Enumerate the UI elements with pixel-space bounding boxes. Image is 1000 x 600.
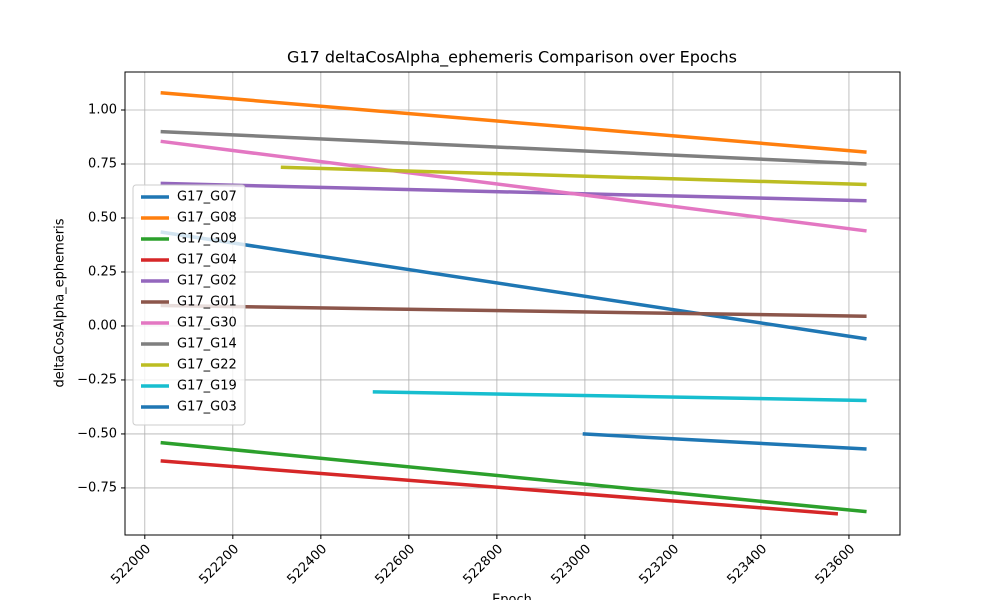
y-tick-label: 0.00 [88, 318, 117, 333]
series-line [160, 230, 867, 341]
legend-label: G17_G03 [177, 400, 237, 415]
series-line [160, 440, 867, 514]
series-line [160, 129, 867, 166]
y-tick-label: 0.50 [88, 210, 117, 225]
y-tick-label: −0.25 [77, 372, 117, 387]
series-line [160, 459, 839, 516]
series-line [160, 139, 867, 233]
y-tick-label: 0.25 [88, 264, 117, 279]
legend-label: G17_G08 [177, 211, 237, 226]
y-tick-label: 0.75 [88, 156, 117, 171]
series-line [160, 90, 867, 154]
series-line [160, 303, 867, 318]
series-line [582, 432, 867, 451]
plot-frame [124, 71, 901, 536]
legend-label: G17_G02 [177, 274, 237, 289]
legend-label: G17_G07 [177, 190, 237, 205]
y-axis-label: deltaCosAlpha_ephemeris [53, 218, 68, 387]
legend-label: G17_G19 [177, 379, 237, 394]
series-line [160, 181, 867, 203]
legend-label: G17_G09 [177, 232, 237, 247]
series-line [280, 165, 867, 187]
legend-label: G17_G22 [177, 358, 237, 373]
lines [160, 90, 867, 516]
legend: G17_G07 G17_G08 G17_G09 G17_G04 G17_G02 G17_G… [132, 184, 246, 426]
legend-label: G17_G01 [177, 295, 237, 310]
y-tick-label: 1.00 [88, 103, 117, 118]
y-tick-label: −0.50 [77, 426, 117, 441]
series-line [372, 390, 867, 403]
y-tick-label: −0.75 [77, 480, 117, 495]
legend-label: G17_G14 [177, 337, 237, 352]
x-axis-label: Epoch [492, 593, 532, 600]
legend-label: G17_G04 [177, 253, 237, 268]
chart-title: G17 deltaCosAlpha_ephemeris Comparison o… [287, 48, 737, 68]
legend-label: G17_G30 [177, 316, 237, 331]
